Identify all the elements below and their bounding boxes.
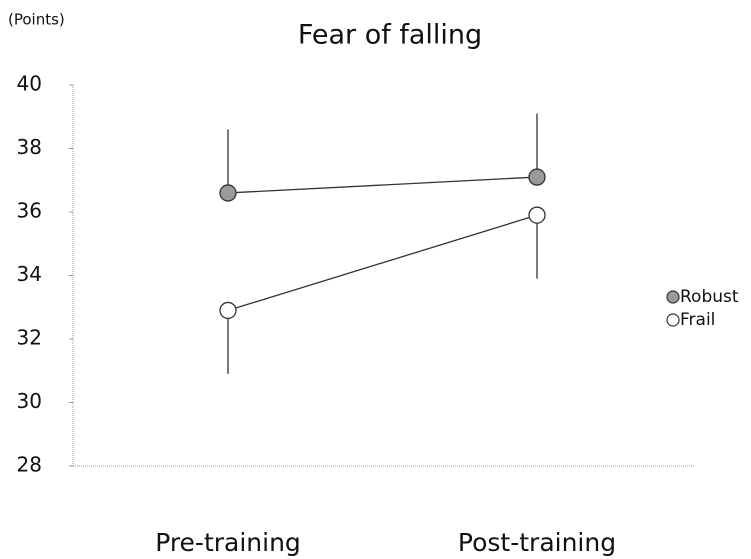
- y-tick-label: 36: [17, 199, 42, 223]
- chart-title: Fear of falling: [298, 20, 482, 51]
- legend-label: Frail: [680, 310, 715, 330]
- data-point: [219, 184, 237, 202]
- data-point: [528, 168, 546, 186]
- series-line: [227, 176, 538, 194]
- x-tick-label: Post-training: [458, 528, 616, 557]
- data-point: [528, 206, 546, 224]
- legend-marker: [666, 290, 680, 304]
- y-tick-label: 40: [17, 72, 42, 96]
- legend-label: Robust: [680, 287, 739, 307]
- x-tick-label: Pre-training: [155, 528, 301, 557]
- series-line: [227, 214, 538, 312]
- y-tick-label: 34: [17, 262, 42, 286]
- legend-marker: [666, 313, 680, 327]
- y-tick-label: 32: [17, 326, 42, 350]
- y-tick-label: 28: [17, 453, 42, 477]
- data-point: [219, 301, 237, 320]
- y-tick-label: 38: [17, 135, 42, 159]
- y-tick-label: 30: [17, 389, 42, 413]
- y-axis-label: (Points): [8, 11, 65, 29]
